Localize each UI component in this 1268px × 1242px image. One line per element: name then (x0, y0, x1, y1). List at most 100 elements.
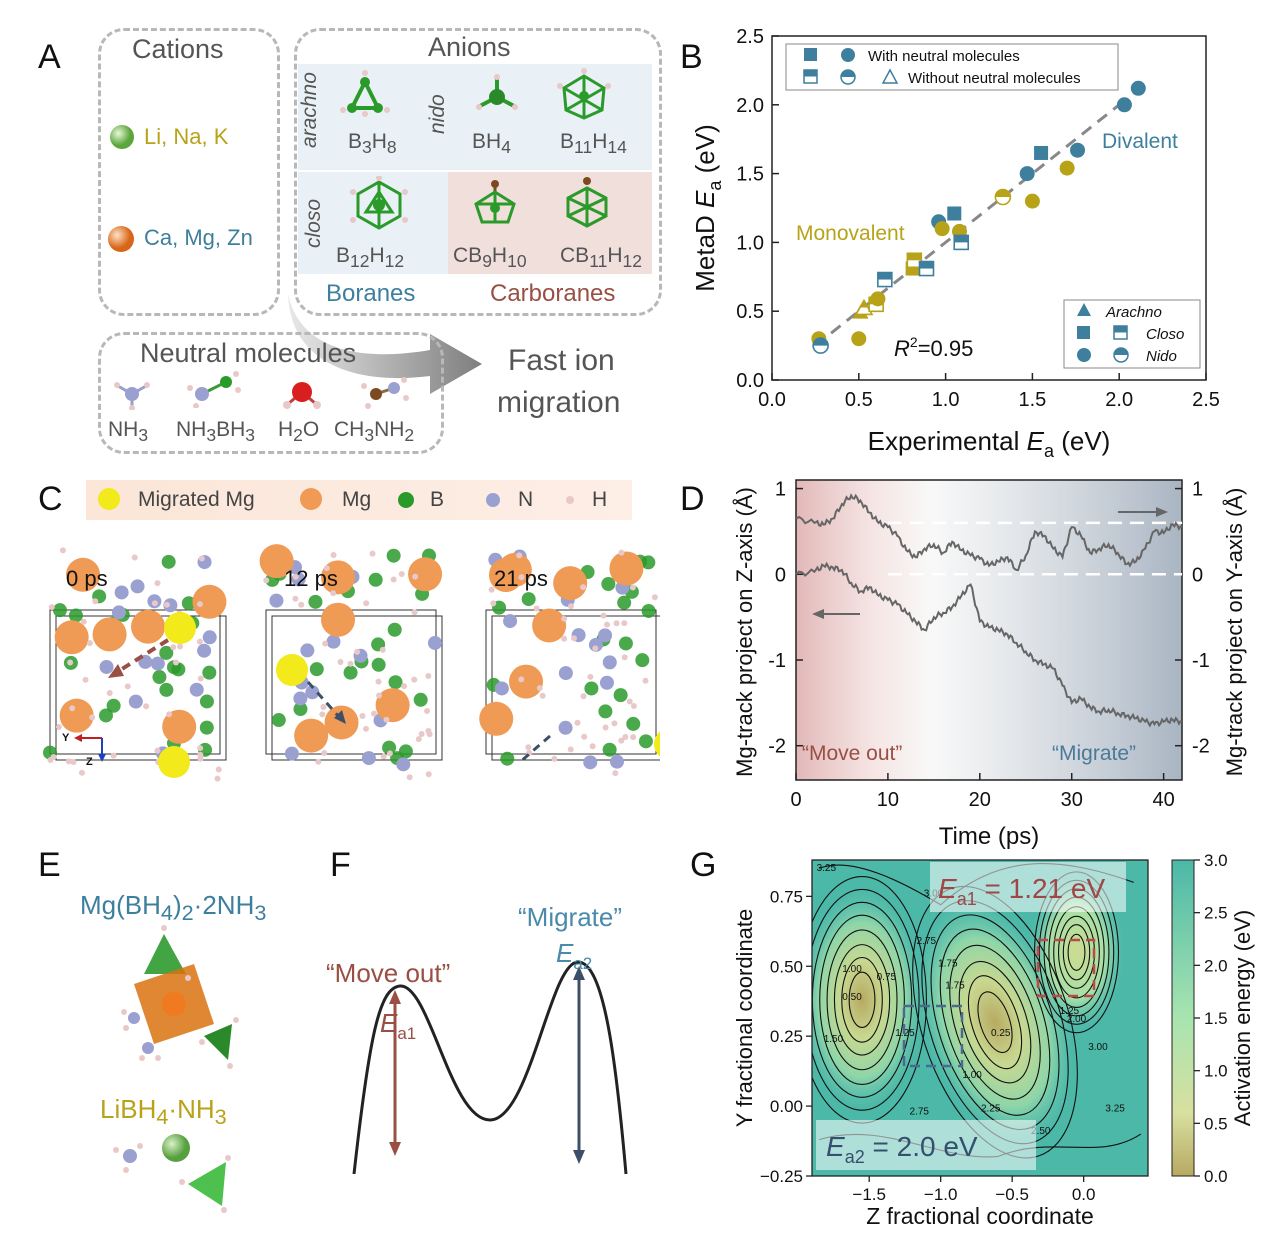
panel-b-chart: 0.0 0.5 1.0 1.5 2.0 2.5 0.0 0.5 1.0 1.5 2.0 2.5 Mon… (690, 26, 1220, 461)
contour-label: 0.75 (877, 972, 897, 983)
md-snapshots (43, 544, 660, 782)
contour-line (812, 888, 920, 1111)
h-atom (425, 673, 432, 680)
h-atom (630, 702, 637, 709)
h-atom (398, 570, 405, 577)
b-atom (638, 734, 653, 749)
b-atom (152, 670, 167, 685)
n-atom (163, 598, 178, 613)
migrated-mg-atom (158, 746, 190, 778)
panel-g-plot-area (811, 859, 1149, 1177)
h-atom (518, 574, 525, 581)
contour-label: 1.00 (842, 964, 862, 975)
n-atom (326, 634, 341, 649)
contour-line (826, 929, 898, 1071)
h-atom (376, 692, 383, 699)
colorbar-tick-label: 1.5 (1204, 1009, 1228, 1028)
n-atom (128, 694, 143, 709)
h-atom (600, 612, 607, 619)
b-atom (386, 548, 401, 563)
h-atom (386, 750, 393, 757)
legend-nido-full-icon (1077, 348, 1091, 362)
h-atom (323, 565, 330, 572)
contour-line (939, 928, 1051, 1116)
h-atom (196, 601, 203, 608)
li-complex-structure-icon (113, 1134, 231, 1213)
neutral-title: Neutral molecules (140, 338, 357, 368)
contour-line (949, 944, 1041, 1100)
h-atom (580, 693, 587, 700)
panel-g-ytick-label: 0.75 (770, 887, 803, 906)
colorbar[interactable] (1171, 859, 1195, 1177)
ch3nh2-molecule-icon (361, 377, 409, 409)
panel-g-chart: 3.253.002.751.751.000.500.751.501.250.25… (732, 851, 1255, 1229)
colorbar-tick-label: 3.0 (1204, 851, 1228, 870)
h-atom (561, 615, 568, 622)
panel-d-ytick-left-label: -2 (768, 736, 786, 758)
h-atom (177, 643, 184, 650)
migration-arrow-2-head-icon (334, 710, 346, 724)
h-atom (370, 710, 377, 717)
b-atom (202, 665, 217, 680)
h-atom (110, 752, 117, 759)
panel-b-point (918, 260, 935, 277)
n-atom (427, 635, 442, 650)
b-atom (98, 708, 113, 723)
carboranes-label: Carboranes (490, 280, 616, 307)
n-atom (130, 579, 145, 594)
formula-li-bh4-nh3: LiBH4·NH3 (100, 1094, 227, 1130)
panel-b-ytick-label: 2.0 (736, 95, 764, 117)
h-atom (613, 620, 620, 627)
z-axis-track-line (795, 561, 1183, 728)
panel-g-ytick-label: 0.00 (770, 1097, 803, 1116)
panel-b-r2: R2=0.95 (894, 334, 973, 361)
mg-atom (54, 620, 89, 655)
energy-curve (352, 960, 628, 1175)
legend-mg: Mg (342, 488, 372, 511)
h-atom (383, 716, 390, 723)
h-atom (533, 605, 540, 612)
mg-atom (553, 566, 588, 601)
h-atom (611, 720, 618, 727)
anions-title: Anions (428, 32, 511, 62)
panel-d-plot-area[interactable] (795, 479, 1183, 781)
h-atom (412, 573, 419, 580)
b-atom (413, 692, 428, 707)
mg-atom (532, 608, 567, 643)
migration-arrow-3 (519, 734, 551, 764)
neutral-box (98, 332, 444, 454)
panel-g-xtick-label: −1.5 (852, 1185, 886, 1204)
panel-b-xtick-label: 0.5 (845, 389, 873, 411)
ea1-box (1036, 938, 1096, 998)
panel-c-legend (86, 480, 632, 520)
panel-b-point (877, 271, 893, 288)
contour-label: 3.25 (817, 863, 837, 874)
panel-b-label-divalent: Divalent (1102, 130, 1178, 153)
h-atom (580, 584, 587, 591)
panel-d-ytick-left-label: 1 (775, 479, 786, 501)
n-atom (599, 675, 614, 690)
b-atom (271, 713, 286, 728)
contour-label: 2.00 (1067, 1014, 1087, 1025)
label-f-migrate: “Migrate” (518, 902, 622, 932)
h-atom (320, 704, 327, 711)
b-atom (52, 603, 67, 618)
h-atom (536, 685, 543, 692)
b-atom (308, 594, 323, 609)
contour-line (848, 971, 876, 1028)
legend-closo-full-icon (1077, 326, 1090, 339)
h-atom (425, 728, 432, 735)
panel-f-energy-profile: “Move out” Ea1 “Migrate” Ea2 (326, 902, 628, 1175)
panel-b-ytick-label: 0.5 (736, 301, 764, 323)
panel-b-point (1034, 145, 1049, 160)
legend-h-icon (566, 496, 574, 504)
h-atom (163, 601, 170, 608)
h-atom (418, 731, 425, 738)
h-atom (425, 771, 432, 778)
contour-line (1067, 933, 1086, 971)
legend-arachno-icon (1077, 303, 1091, 316)
b-atom (521, 592, 536, 607)
h-atom (106, 689, 113, 696)
panel-label-c: C (38, 480, 63, 518)
h-atom (642, 677, 649, 684)
